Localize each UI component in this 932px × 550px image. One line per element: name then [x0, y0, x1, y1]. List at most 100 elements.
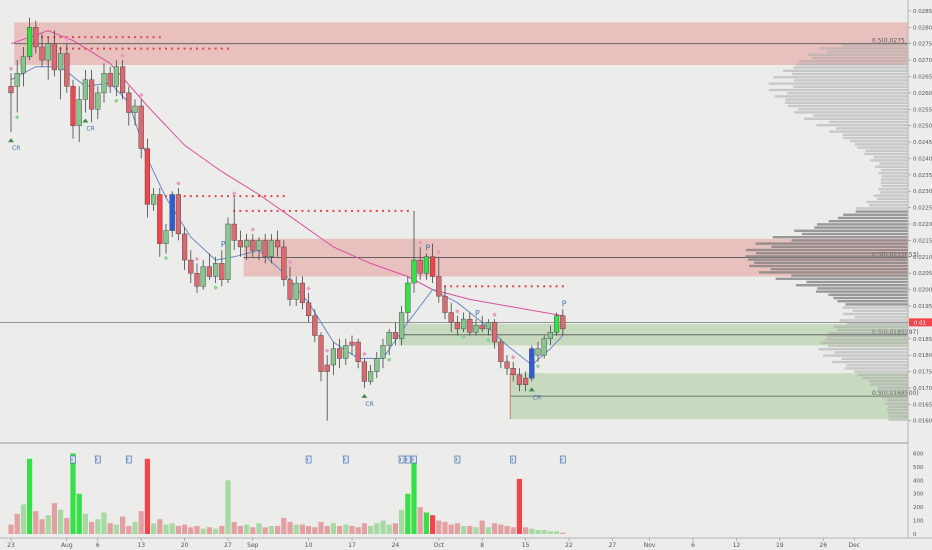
volume-flag-icon [559, 455, 566, 464]
volume-bar [547, 531, 553, 534]
resistance-dot [146, 47, 149, 50]
candle-marker [455, 309, 460, 314]
candle-body [386, 332, 392, 346]
volume-bar [312, 527, 318, 534]
candle-body [101, 73, 107, 94]
candle [51, 30, 58, 77]
time-tick-label: 27 [224, 542, 232, 549]
profile-bar [820, 341, 908, 344]
candle [212, 256, 219, 290]
candle [119, 53, 126, 100]
volume-bar [225, 480, 231, 534]
volume-bar [244, 524, 250, 534]
resistance-dot [351, 209, 353, 212]
profile-bar [884, 392, 908, 396]
candle [144, 138, 151, 218]
candle [157, 187, 163, 257]
profile-bar [847, 322, 908, 325]
profile-bar [869, 204, 908, 207]
candle [107, 66, 113, 93]
candle [523, 371, 529, 392]
candle [27, 17, 33, 61]
price-tick-label: 0.021000 [913, 255, 932, 261]
volume-bar [45, 515, 51, 534]
candle-body [330, 348, 337, 366]
candle [442, 286, 448, 320]
resistance-dot [276, 209, 279, 212]
resistance-dot [208, 195, 211, 198]
time-tick-label: 15 [522, 542, 530, 549]
candle-body [119, 66, 126, 94]
candle [64, 37, 70, 93]
resistance-dot [270, 209, 273, 212]
profile-bar [816, 124, 908, 127]
candle-body [206, 266, 213, 277]
time-tick-label: Sep [247, 542, 259, 549]
resistance-dot [543, 285, 546, 288]
price-axis[interactable]: 0.028500 0.028000 0.027500 0.027000 0.026500… [908, 9, 932, 425]
profile-bar [755, 252, 908, 255]
candle-body [20, 56, 27, 74]
candle [169, 191, 175, 238]
time-tick-label: 27 [609, 542, 617, 549]
profile-bar [828, 220, 908, 223]
profile-bar [769, 88, 908, 92]
volume-bar [337, 525, 343, 534]
candle-body [318, 335, 324, 372]
candle [467, 312, 473, 336]
candle [306, 286, 312, 323]
candle-body [150, 194, 157, 205]
candle-body [27, 27, 33, 58]
volume-bar [293, 524, 299, 534]
volume-bar [492, 523, 498, 534]
current-price-value: 0.01 [914, 321, 926, 327]
candle [95, 86, 101, 120]
profile-bar [864, 152, 908, 156]
resistance-dot [109, 36, 112, 39]
profile-bar [791, 274, 908, 277]
price-tick-label: 0.027000 [913, 58, 932, 64]
resistance-dot [344, 209, 347, 212]
candle [454, 309, 461, 336]
profile-bar [877, 197, 908, 200]
candle-marker [461, 334, 466, 340]
volume-flag-icon [70, 455, 76, 464]
profile-bar [828, 332, 908, 335]
time-axis[interactable]: 23 Aug 6 13 20 27 Sep 10 17 24 Oct 8 15 22 27 Nov 6 12 19 2… [7, 538, 860, 549]
volume-bar [113, 524, 119, 534]
volume-bar [324, 525, 330, 534]
candle [386, 328, 392, 363]
profile-bar [888, 412, 908, 415]
candle-body [169, 194, 175, 231]
profile-bar [794, 111, 908, 114]
candle-marker [163, 255, 169, 261]
volume-flag-icon [454, 455, 461, 464]
candle-body [467, 318, 473, 333]
resistance-dot [140, 47, 143, 50]
volume-bar [132, 521, 138, 534]
candle-marker [510, 355, 516, 360]
profile-bar [854, 370, 908, 373]
resistance-dot [220, 47, 223, 50]
candle-marker [138, 92, 144, 98]
volume-flag-icon [342, 455, 349, 464]
resistance-dot [127, 36, 130, 39]
resistance-dot [375, 209, 378, 212]
candle-body [194, 272, 200, 287]
candle [411, 210, 417, 293]
volume-bar [299, 524, 305, 534]
profile-bar [813, 114, 908, 117]
volume-bar [275, 525, 281, 534]
profile-bar [880, 178, 908, 181]
candle-body [479, 325, 485, 330]
signal-label: CR [365, 401, 373, 408]
candle [392, 322, 399, 346]
price-tick-label: 0.016000 [913, 419, 932, 425]
volume-bar [70, 453, 76, 534]
candle [423, 253, 430, 280]
resistance-dot [208, 47, 211, 50]
price-tick-label: 0.025500 [913, 107, 932, 113]
volume-bar [368, 525, 374, 534]
volume-axis[interactable]: 600 500 400 300 200 100 0 [913, 451, 924, 538]
profile-bar [747, 258, 908, 261]
